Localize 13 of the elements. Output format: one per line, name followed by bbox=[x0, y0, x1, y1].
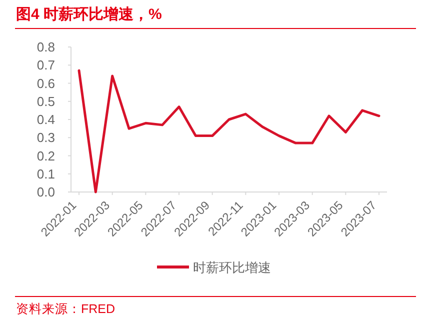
chart-title: 图4 时薪环比增速，% bbox=[16, 6, 162, 23]
y-tick-label: 0.5 bbox=[36, 94, 55, 109]
y-tick-label: 0.4 bbox=[36, 112, 55, 127]
y-tick-label: 0.1 bbox=[36, 166, 55, 182]
y-tick-label: 0.2 bbox=[36, 148, 55, 164]
y-tick-label: 0.6 bbox=[36, 76, 55, 91]
y-tick-label: 0.0 bbox=[36, 184, 55, 200]
legend-label: 时薪环比增速 bbox=[193, 260, 271, 275]
y-tick-label: 0.7 bbox=[36, 58, 55, 73]
y-tick-label: 0.8 bbox=[36, 40, 55, 54]
y-tick-label: 0.3 bbox=[36, 130, 55, 146]
line-series bbox=[78, 69, 380, 194]
text: 资料来源：FRED bbox=[16, 302, 116, 316]
